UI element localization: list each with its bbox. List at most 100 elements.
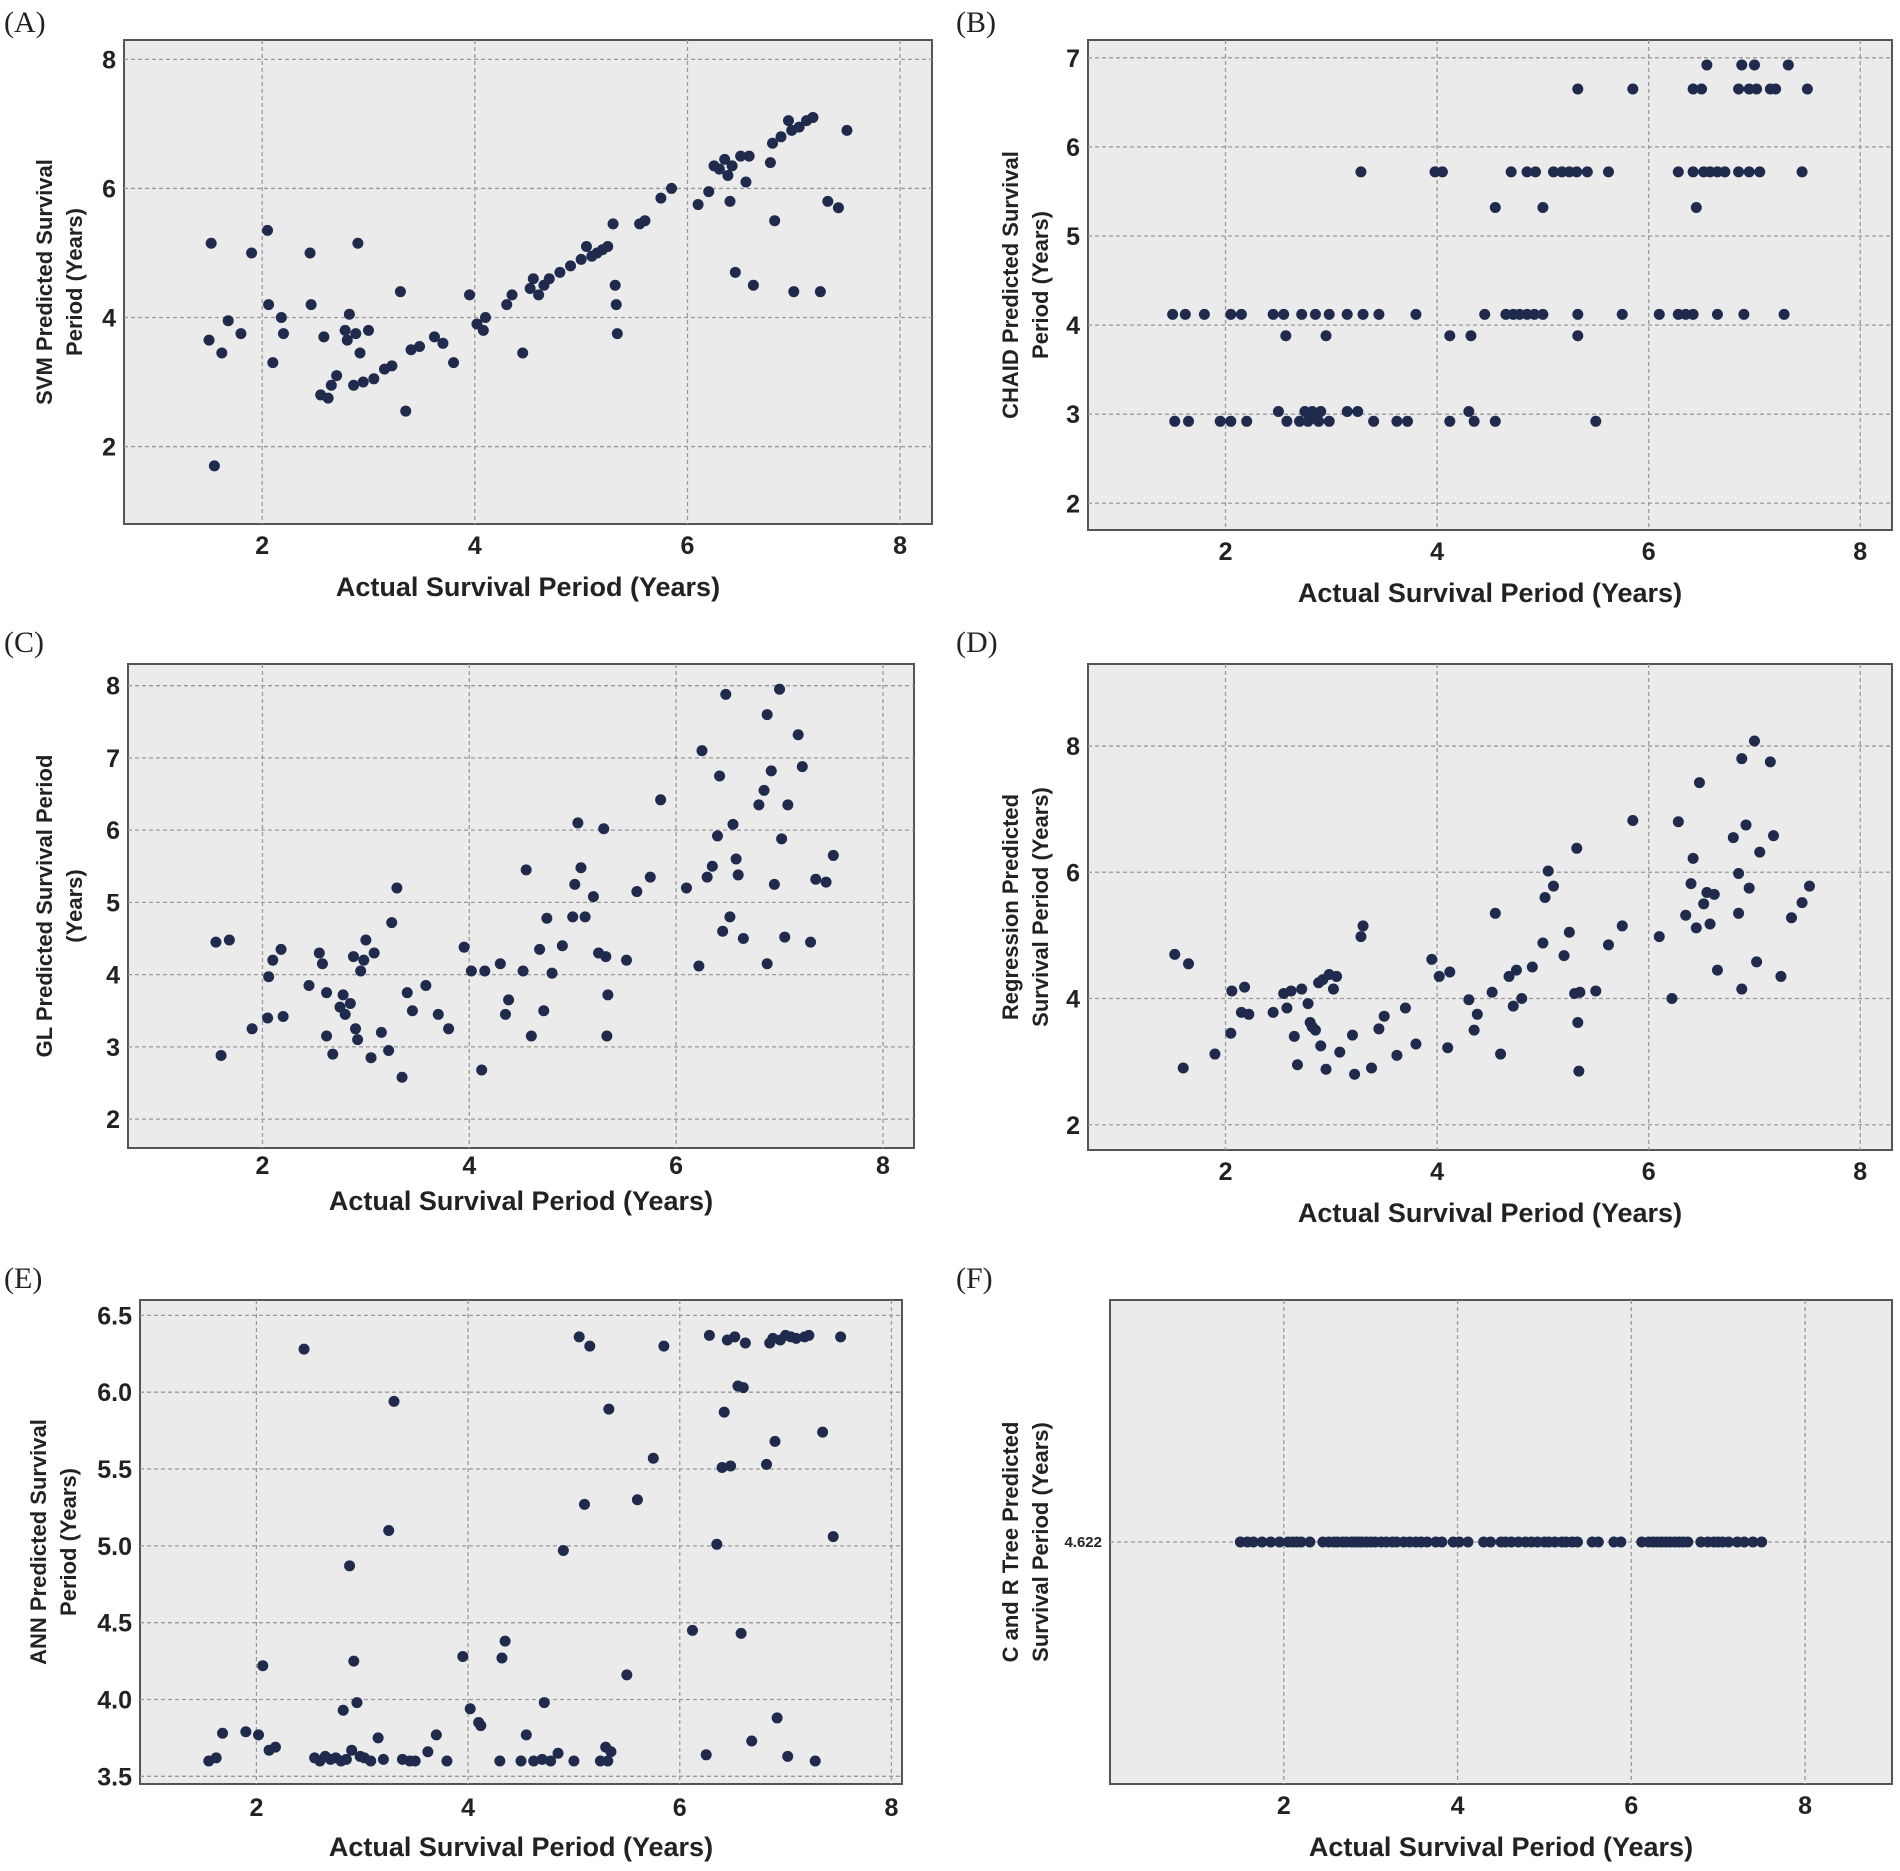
data-point (1294, 415, 1306, 427)
data-point (1572, 330, 1584, 342)
panel-label: (B) (956, 6, 996, 39)
data-point (805, 936, 817, 948)
data-point (1572, 308, 1584, 320)
data-point (396, 1071, 408, 1083)
data-point (620, 954, 632, 966)
data-point (790, 1332, 802, 1344)
data-point (1280, 330, 1292, 342)
data-point (1341, 308, 1353, 320)
data-point (263, 299, 275, 311)
data-point (1401, 415, 1413, 427)
data-point (422, 1746, 434, 1758)
panel-label: (C) (4, 626, 44, 659)
x-tick-label: 2 (1277, 1792, 1291, 1820)
data-point (377, 1753, 389, 1765)
data-point (386, 917, 398, 929)
data-point (465, 965, 477, 977)
data-point (325, 379, 337, 391)
data-point (841, 124, 853, 136)
data-point (609, 279, 621, 291)
data-point (348, 379, 360, 391)
data-point (747, 279, 759, 291)
data-point (357, 376, 369, 388)
data-point (1786, 912, 1797, 924)
data-point (666, 182, 678, 194)
data-point (775, 131, 787, 143)
data-point (375, 1026, 387, 1038)
data-point (222, 315, 234, 327)
data-point (1616, 308, 1628, 320)
data-point (541, 912, 553, 924)
data-point (1471, 1008, 1483, 1020)
data-point (1510, 964, 1522, 976)
data-point (1349, 1068, 1361, 1080)
y-tick-label: 8 (106, 673, 120, 701)
data-point (339, 1008, 351, 1020)
data-point (1696, 83, 1708, 95)
data-point (1426, 953, 1438, 965)
data-point (611, 328, 623, 340)
data-point (1736, 753, 1748, 765)
data-point (1267, 308, 1279, 320)
data-point (476, 1064, 488, 1076)
y-tick-label: 5 (1066, 223, 1080, 251)
data-point (719, 153, 731, 165)
data-point (347, 951, 359, 963)
data-point (1602, 166, 1614, 178)
y-tick-label: 2 (1066, 490, 1080, 518)
data-point (1436, 166, 1448, 178)
data-point (767, 137, 779, 149)
data-point (1719, 166, 1731, 178)
data-point (1463, 406, 1475, 418)
data-point (718, 1406, 730, 1418)
data-point (409, 1755, 421, 1767)
panel-D: (D) 2 4 6 8 2 4 6 8 Actual Survival Period (Years… (956, 626, 1893, 1228)
y-tick-label: 4 (1066, 986, 1080, 1014)
data-point (1278, 308, 1290, 320)
data-point (327, 1048, 339, 1060)
data-point (726, 160, 738, 172)
data-point (1615, 1536, 1627, 1548)
data-point (655, 794, 667, 806)
data-point (556, 940, 568, 952)
data-point (1169, 415, 1181, 427)
data-point (428, 331, 440, 343)
data-point (568, 1755, 580, 1767)
data-point (262, 224, 274, 236)
data-point (810, 873, 822, 885)
data-point (1421, 1536, 1433, 1548)
data-point (1346, 1029, 1358, 1041)
data-point (701, 871, 713, 883)
data-point (363, 324, 375, 336)
data-point (820, 876, 832, 888)
y-tick-label: 6 (102, 175, 116, 203)
data-point (208, 460, 220, 472)
data-point (1209, 1048, 1221, 1060)
plot-area (139, 1299, 903, 1785)
x-tick-label: 4 (1430, 1158, 1444, 1186)
panel-label: (D) (956, 626, 998, 659)
data-point (1740, 819, 1752, 831)
data-point (253, 1729, 265, 1741)
data-point (1738, 308, 1750, 320)
data-point (1526, 961, 1538, 973)
data-point (1273, 1536, 1285, 1548)
data-point (1723, 1536, 1735, 1548)
data-point (344, 998, 356, 1010)
data-point (432, 1008, 444, 1020)
y-axis-title: CHAID Predicted Survival (998, 151, 1023, 419)
x-tick-label: 8 (876, 1152, 890, 1180)
data-point (1768, 830, 1780, 842)
data-point (788, 286, 800, 298)
data-point (1708, 888, 1720, 900)
data-point (496, 1652, 508, 1664)
y-axis-title: Survival Period (Years) (1028, 1422, 1053, 1662)
data-point (1770, 83, 1782, 95)
y-axis-title: Survival Period (Years) (1028, 787, 1053, 1027)
data-point (1616, 920, 1628, 932)
data-point (217, 1727, 229, 1739)
data-point (210, 1752, 222, 1764)
data-point (1320, 1063, 1332, 1075)
data-point (743, 150, 755, 162)
data-point (414, 341, 426, 353)
